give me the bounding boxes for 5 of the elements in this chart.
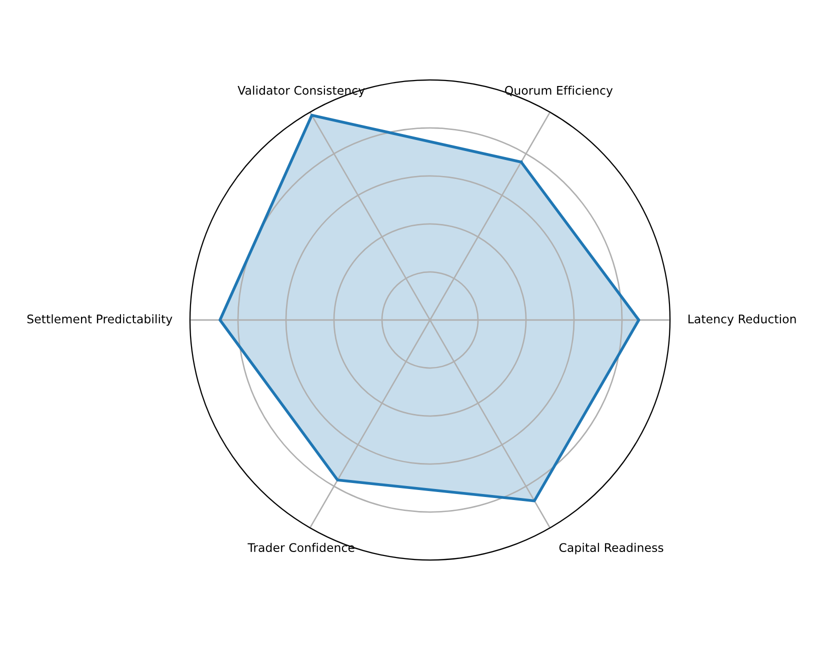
spoke-label: Trader Confidence: [248, 542, 354, 552]
spoke-label: Quorum Efficiency: [505, 86, 613, 98]
spoke-label: Latency Reduction: [688, 314, 796, 326]
spoke-label: Settlement Predictability: [27, 314, 172, 326]
spoke-label: Capital Readiness: [559, 542, 664, 554]
